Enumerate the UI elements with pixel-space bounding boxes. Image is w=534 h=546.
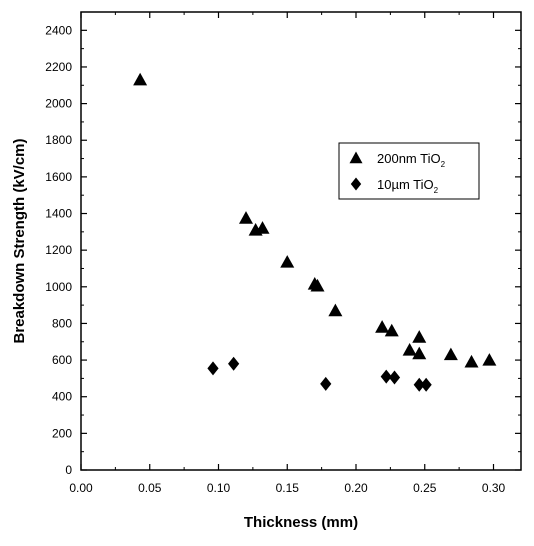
y-axis-title: Breakdown Strength (kV/cm): [11, 138, 28, 343]
legend-diamond-marker: [350, 177, 362, 191]
y-tick-label: 1800: [45, 133, 72, 147]
x-tick-label: 0.05: [138, 481, 162, 495]
y-tick-label: 2000: [45, 97, 72, 111]
points-layer: [133, 72, 497, 392]
triangle-point: [310, 278, 325, 292]
legend-label: 10µm TiO2: [377, 177, 439, 195]
x-tick-label: 0.25: [413, 481, 437, 495]
triangle-point: [443, 347, 458, 361]
y-tick-label: 0: [65, 463, 72, 477]
diamond-point: [413, 377, 425, 392]
y-tick-label: 1600: [45, 170, 72, 184]
y-tick-label: 2200: [45, 60, 72, 74]
diamond-point: [380, 369, 392, 384]
legend-triangle-marker: [349, 151, 363, 164]
legend-label: 200nm TiO2: [377, 151, 446, 169]
legend-label-subscript: 2: [434, 186, 439, 195]
x-tick-label: 0.10: [207, 481, 231, 495]
x-tick-label: 0.00: [69, 481, 93, 495]
triangle-point: [239, 211, 253, 224]
triangle-point: [375, 320, 390, 333]
triangle-point: [482, 353, 497, 366]
triangle-point: [402, 343, 417, 356]
y-tick-label: 1000: [45, 280, 72, 294]
ticks-layer: 0.00 0.05 0.10 0.15 0.20 0.25 0.30 0 200 400 600 80…: [45, 12, 521, 495]
legend-label-subscript: 2: [441, 160, 446, 169]
x-tick-label: 0.15: [276, 481, 300, 495]
y-tick-label: 2400: [45, 23, 72, 37]
y-tick-label: 200: [52, 426, 72, 440]
diamond-point: [207, 361, 219, 376]
x-tick-label: 0.30: [482, 481, 506, 495]
triangle-point: [412, 346, 427, 360]
y-tick-label: 1200: [45, 243, 72, 257]
triangle-point: [133, 72, 148, 86]
y-tick-label: 800: [52, 316, 72, 330]
diamond-point: [320, 376, 332, 391]
x-axis-title: Thickness (mm): [244, 514, 358, 531]
legend-box: [338, 142, 480, 200]
triangle-point: [280, 255, 295, 268]
diamond-point: [388, 370, 401, 385]
triangle-point: [464, 354, 479, 368]
y-tick-label: 400: [52, 390, 72, 404]
legend-items: 200nm TiO2 10µm TiO2: [349, 151, 446, 195]
y-tick-label: 600: [52, 353, 72, 367]
plot-frame: [80, 11, 522, 471]
triangle-point: [412, 330, 427, 343]
y-tick-label: 1400: [45, 207, 72, 221]
legend: 200nm TiO2 10µm TiO2: [338, 142, 480, 200]
x-tick-label: 0.20: [344, 481, 368, 495]
triangle-point: [384, 323, 399, 337]
triangle-point: [255, 221, 270, 234]
triangle-point: [328, 303, 343, 317]
diamond-point: [420, 377, 432, 392]
diamond-point: [228, 356, 240, 371]
